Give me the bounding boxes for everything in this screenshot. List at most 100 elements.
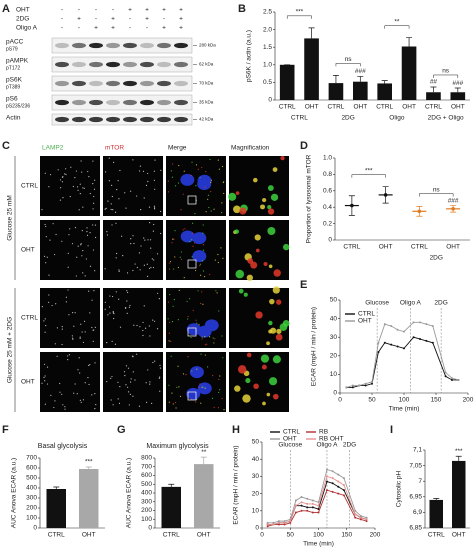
blot-band <box>157 99 171 106</box>
significance-label: ns <box>433 186 441 193</box>
puncta <box>136 324 138 327</box>
puncta <box>242 394 251 403</box>
puncta <box>53 253 56 256</box>
group-label: 2DG + Oligo <box>428 115 464 122</box>
puncta <box>237 365 247 374</box>
condition-sign: - <box>61 25 63 32</box>
puncta <box>213 208 215 210</box>
point <box>337 480 340 483</box>
puncta <box>45 236 47 238</box>
y-axis-label: Proportion of lysosomal mTOR <box>306 154 313 243</box>
bar <box>401 46 417 100</box>
puncta <box>118 298 120 300</box>
puncta <box>65 173 67 176</box>
y-tick-label: 0.2 <box>323 220 332 227</box>
y-tick-label: 20 <box>330 353 338 360</box>
puncta <box>172 305 174 307</box>
group-label: Oligo <box>389 115 405 122</box>
puncta <box>88 364 90 367</box>
puncta <box>61 328 63 330</box>
event-label: Oligo A <box>316 442 338 449</box>
puncta <box>92 340 94 342</box>
puncta <box>130 378 132 380</box>
puncta <box>94 362 96 364</box>
puncta <box>272 167 278 172</box>
puncta <box>262 197 267 203</box>
puncta <box>171 392 173 394</box>
puncta <box>189 240 191 243</box>
blot-band <box>140 116 154 123</box>
point <box>331 477 334 480</box>
mean-dot <box>451 207 455 211</box>
bar <box>79 469 99 528</box>
significance-label: ns <box>345 56 353 63</box>
puncta <box>154 320 156 322</box>
y-tick-label: 7 <box>418 478 422 485</box>
y-tick-label: 40 <box>330 315 338 322</box>
significance-mark: ### <box>448 197 459 204</box>
blot-band <box>89 42 103 49</box>
puncta <box>205 171 207 173</box>
puncta <box>82 341 85 344</box>
puncta <box>84 331 86 333</box>
puncta <box>154 159 156 161</box>
puncta <box>136 195 138 197</box>
puncta <box>93 202 95 204</box>
y-tick-label: 0 <box>148 525 152 532</box>
puncta <box>83 320 86 322</box>
puncta <box>84 275 86 277</box>
puncta <box>195 164 198 166</box>
puncta <box>125 207 127 209</box>
significance-label: *** <box>365 167 373 174</box>
y-axis-label: AUC Anova ECAR (a.u.) <box>11 458 18 528</box>
puncta <box>187 315 189 318</box>
panel-letter: E <box>300 279 307 291</box>
point <box>444 375 447 378</box>
blot-band <box>174 116 188 123</box>
puncta <box>266 341 270 346</box>
puncta <box>282 243 290 251</box>
point <box>364 382 367 385</box>
point <box>377 351 380 354</box>
puncta <box>260 204 266 210</box>
puncta <box>200 302 202 305</box>
puncta <box>190 336 192 339</box>
mean-dot <box>350 203 354 208</box>
y-tick-label: 1.0 <box>323 155 332 162</box>
y-tick-label: 700 <box>26 455 37 462</box>
puncta <box>263 261 268 266</box>
puncta <box>139 165 142 167</box>
channel-label: Merge <box>168 145 187 152</box>
condition-sign: + <box>111 16 115 23</box>
point <box>300 509 303 512</box>
puncta <box>172 403 174 405</box>
puncta <box>253 383 259 390</box>
error-bar <box>357 76 364 82</box>
puncta <box>76 186 79 188</box>
puncta <box>124 374 126 377</box>
puncta <box>74 383 76 385</box>
puncta <box>138 170 141 172</box>
puncta <box>153 208 156 210</box>
puncta <box>245 377 251 384</box>
y-tick-label: 700 <box>141 463 152 470</box>
significance-mark: *** <box>85 459 93 466</box>
panel-letter: A <box>2 3 10 15</box>
puncta <box>109 295 111 297</box>
puncta <box>145 401 148 403</box>
condition-sign: - <box>95 16 97 23</box>
puncta <box>196 368 198 370</box>
puncta <box>206 343 208 345</box>
puncta <box>91 299 93 301</box>
condition-sign: + <box>179 16 183 23</box>
puncta <box>123 371 126 373</box>
puncta <box>134 263 136 265</box>
group-label: 2DG <box>341 115 354 122</box>
puncta <box>114 211 117 213</box>
puncta <box>217 407 220 409</box>
zoom-box <box>187 195 197 205</box>
error-bar <box>430 86 437 93</box>
puncta <box>221 335 223 337</box>
point <box>342 484 345 486</box>
